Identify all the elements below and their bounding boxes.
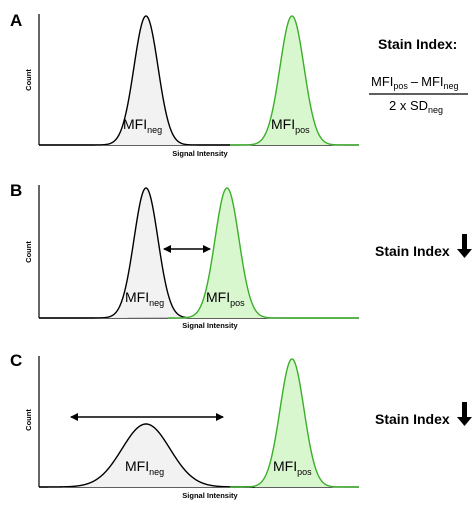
formula-denominator: 2 x SDneg <box>389 98 443 115</box>
neg-label-a: MFIneg <box>123 116 162 135</box>
formula-numerator: MFIpos – MFIneg <box>371 74 459 91</box>
pos-peak-b <box>168 187 359 319</box>
pos-peak-a <box>230 15 359 146</box>
down-arrow-icon <box>457 234 472 258</box>
y-axis-label-c: Count <box>24 409 33 431</box>
neg-peak-a <box>39 15 230 146</box>
stain-index-label-c: Stain Index <box>375 411 450 427</box>
neg-peak-b <box>39 187 189 319</box>
pos-label-c: MFIpos <box>273 458 312 477</box>
panel-letter-a: A <box>10 11 22 30</box>
y-axis-label-a: Count <box>24 69 33 91</box>
down-arrow-icon <box>457 402 472 426</box>
formula-title: Stain Index: <box>378 36 457 52</box>
pos-label-b: MFIpos <box>206 289 245 308</box>
panel-a: A Count Signal Intensity MFIneg MFIpos <box>10 11 359 158</box>
pos-label-a: MFIpos <box>271 116 310 135</box>
panel-b: B Count Signal Intensity MFIneg MFIpos S… <box>10 181 472 330</box>
x-axis-label-a: Signal Intensity <box>172 149 228 158</box>
panel-letter-c: C <box>10 351 22 370</box>
pos-peak-c <box>230 358 359 488</box>
panel-c: C Count Signal Intensity MFIneg MFIpos S… <box>10 351 472 500</box>
x-axis-label-b: Signal Intensity <box>182 321 238 330</box>
panel-letter-b: B <box>10 181 22 200</box>
neg-label-c: MFIneg <box>125 458 164 477</box>
x-axis-label-c: Signal Intensity <box>182 491 238 500</box>
y-axis-label-b: Count <box>24 241 33 263</box>
stain-index-formula: Stain Index: MFIpos – MFIneg 2 x SDneg <box>369 36 468 115</box>
neg-label-b: MFIneg <box>125 289 164 308</box>
neg-peak-c <box>39 423 255 488</box>
stain-index-label-b: Stain Index <box>375 243 450 259</box>
